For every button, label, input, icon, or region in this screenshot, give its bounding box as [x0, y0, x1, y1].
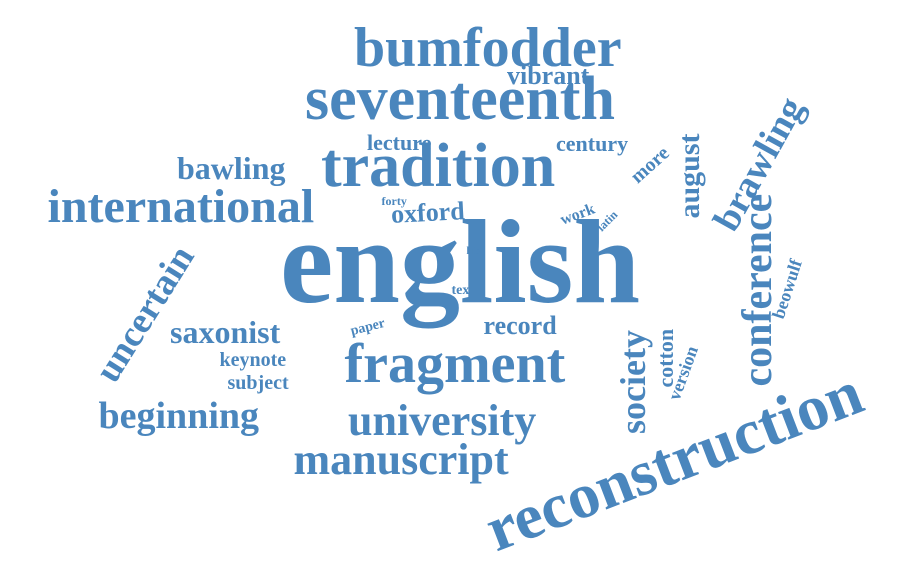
word-keynote: keynote	[219, 349, 287, 371]
word-saxonist: saxonist	[170, 314, 281, 350]
word-lecture: lecture	[367, 130, 432, 155]
word-bumfodder: bumfodder	[354, 17, 622, 79]
word-society: society	[613, 330, 653, 434]
word-manuscript: manuscript	[293, 435, 509, 484]
word-beginning: beginning	[98, 395, 260, 437]
word-century: century	[556, 131, 629, 156]
word-seventeenth: seventeenth	[305, 65, 615, 133]
word-forty: forty	[381, 194, 407, 208]
word-fragment: fragment	[344, 333, 566, 395]
word-english: english	[280, 195, 641, 328]
word-bawling: bawling	[177, 150, 286, 186]
word-august: august	[673, 133, 706, 219]
word-life: life	[466, 246, 480, 257]
word-subject: subject	[227, 372, 289, 394]
word-university: university	[348, 396, 537, 445]
word-record: record	[483, 311, 557, 340]
word-international: international	[47, 180, 315, 233]
word-more: more	[626, 142, 674, 188]
word-tradition: tradition	[321, 132, 556, 200]
word-text: text	[451, 283, 475, 298]
word-vibrant: vibrant	[507, 61, 590, 90]
